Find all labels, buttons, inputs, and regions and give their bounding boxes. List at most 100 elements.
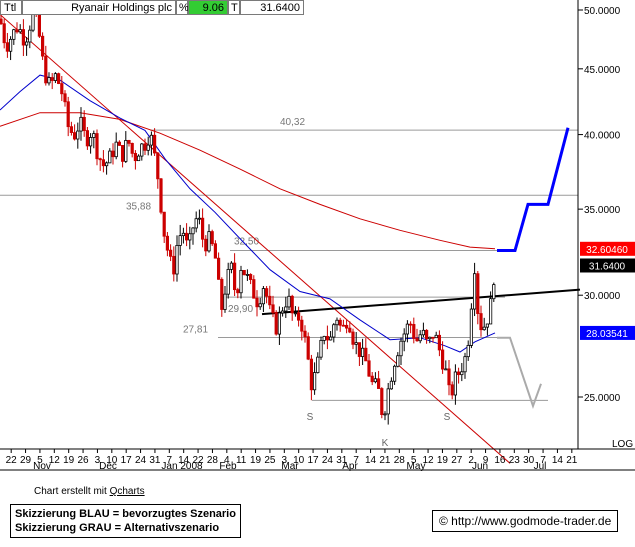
y-tick-label: 45.0000 <box>584 65 621 76</box>
x-month-label: Dec <box>99 461 117 472</box>
candle-body <box>156 152 160 180</box>
x-day-label: 9 <box>483 455 489 466</box>
candle-body <box>261 288 266 305</box>
candle-body <box>293 312 298 315</box>
price-tag-label: 31.6400 <box>589 261 626 272</box>
legend-blue-text: Skizzierung BLAU = bevorzugtes Szenario <box>15 508 236 520</box>
x-day-label: 12 <box>423 455 435 466</box>
x-month-label: Mar <box>281 461 299 472</box>
candle-body <box>431 336 435 339</box>
candle-body <box>89 137 93 147</box>
candle-body <box>386 388 390 415</box>
pattern-label: S <box>307 412 314 423</box>
candle-body <box>194 218 198 229</box>
candle-body <box>168 249 173 257</box>
candle-body <box>290 295 294 314</box>
level-label: 40,32 <box>280 117 305 128</box>
candle-body <box>239 269 243 294</box>
credit-link[interactable]: Qcharts <box>109 486 145 497</box>
moving-average-blue <box>0 74 496 353</box>
candle-body <box>255 297 259 308</box>
candle-body <box>453 371 458 396</box>
candle-body <box>325 335 330 341</box>
candle-body <box>482 326 486 331</box>
scenario-sketches <box>497 127 570 410</box>
candle-body <box>159 178 163 213</box>
candle-body <box>44 55 48 84</box>
credit-prefix: Chart erstellt mit <box>34 486 107 497</box>
candle-body <box>101 159 105 167</box>
candle-body <box>136 155 141 162</box>
x-day-label: 3 <box>282 455 288 466</box>
candle-body <box>213 243 217 259</box>
candle-body <box>437 334 442 351</box>
candle-body <box>200 217 205 240</box>
candle-body <box>312 372 317 391</box>
candle-body <box>191 227 195 235</box>
x-day-label: 5 <box>411 455 417 466</box>
candles <box>0 6 496 425</box>
trend-lines <box>0 14 581 464</box>
candle-body <box>274 312 278 335</box>
candle-body <box>328 336 333 341</box>
candle-body <box>322 335 326 341</box>
candle-body <box>389 380 394 390</box>
candle-body <box>306 336 310 360</box>
candle-body <box>472 273 477 310</box>
candle-body <box>399 340 403 357</box>
candle-body <box>220 278 224 310</box>
candle-body <box>296 312 301 321</box>
candle-body <box>450 384 454 396</box>
price-tag-bg <box>580 258 635 273</box>
candle-body <box>0 18 3 25</box>
x-day-label: 22 <box>193 455 205 466</box>
x-day-label: 28 <box>207 455 219 466</box>
candle-body <box>492 284 496 300</box>
candle-body <box>392 365 397 382</box>
x-day-label: 31 <box>336 455 348 466</box>
x-day-label: 30 <box>523 455 535 466</box>
x-month-label: Jan 2008 <box>161 461 203 472</box>
level-label: 29,90 <box>228 304 253 315</box>
candle-body <box>69 126 73 133</box>
candle-body <box>354 342 358 345</box>
candle-body <box>181 232 185 237</box>
candle-body <box>242 269 246 276</box>
candle-body <box>309 358 314 391</box>
candle-body <box>287 295 291 308</box>
x-day-label: 25 <box>264 455 276 466</box>
candle-body <box>348 327 352 333</box>
last-price-value: 31.6400 <box>260 2 300 14</box>
candle-body <box>277 312 282 335</box>
x-day-label: 19 <box>63 455 75 466</box>
candle-body <box>488 298 493 325</box>
pct-change-value: 9.06 <box>202 2 224 14</box>
candle-body <box>197 217 201 220</box>
candle-body <box>469 308 474 346</box>
legend-gray-text: Skizzierung GRAU = Alternativszenario <box>15 522 220 534</box>
t-symbol-field: T <box>228 0 240 15</box>
candle-body <box>133 152 137 162</box>
candle-body <box>341 324 346 327</box>
candle-body <box>408 323 413 326</box>
candle-body <box>367 360 371 377</box>
candle-body <box>252 279 256 299</box>
instrument-name: Ryanair Holdings plc <box>71 2 172 14</box>
candle-body <box>76 130 80 140</box>
candle-body <box>338 319 342 326</box>
candle-body <box>216 257 221 280</box>
level-label: 32,50 <box>234 237 259 248</box>
source-url-text[interactable]: © http://www.godmode-trader.de <box>439 514 612 528</box>
candle-body <box>140 143 144 157</box>
candle-body <box>264 288 269 297</box>
x-day-label: 29 <box>20 455 32 466</box>
candle-body <box>63 93 67 103</box>
candle-body <box>82 116 86 131</box>
candle-body <box>412 324 416 339</box>
source-url[interactable]: © http://www.godmode-trader.de <box>432 510 619 532</box>
candle-body <box>162 211 166 237</box>
x-day-label: 26 <box>78 455 90 466</box>
x-day-label: 3 <box>95 455 101 466</box>
candle-body <box>105 162 109 167</box>
horizontal-levels: 40,32 35,88 32,50 29,90 27,81 <box>0 117 578 401</box>
